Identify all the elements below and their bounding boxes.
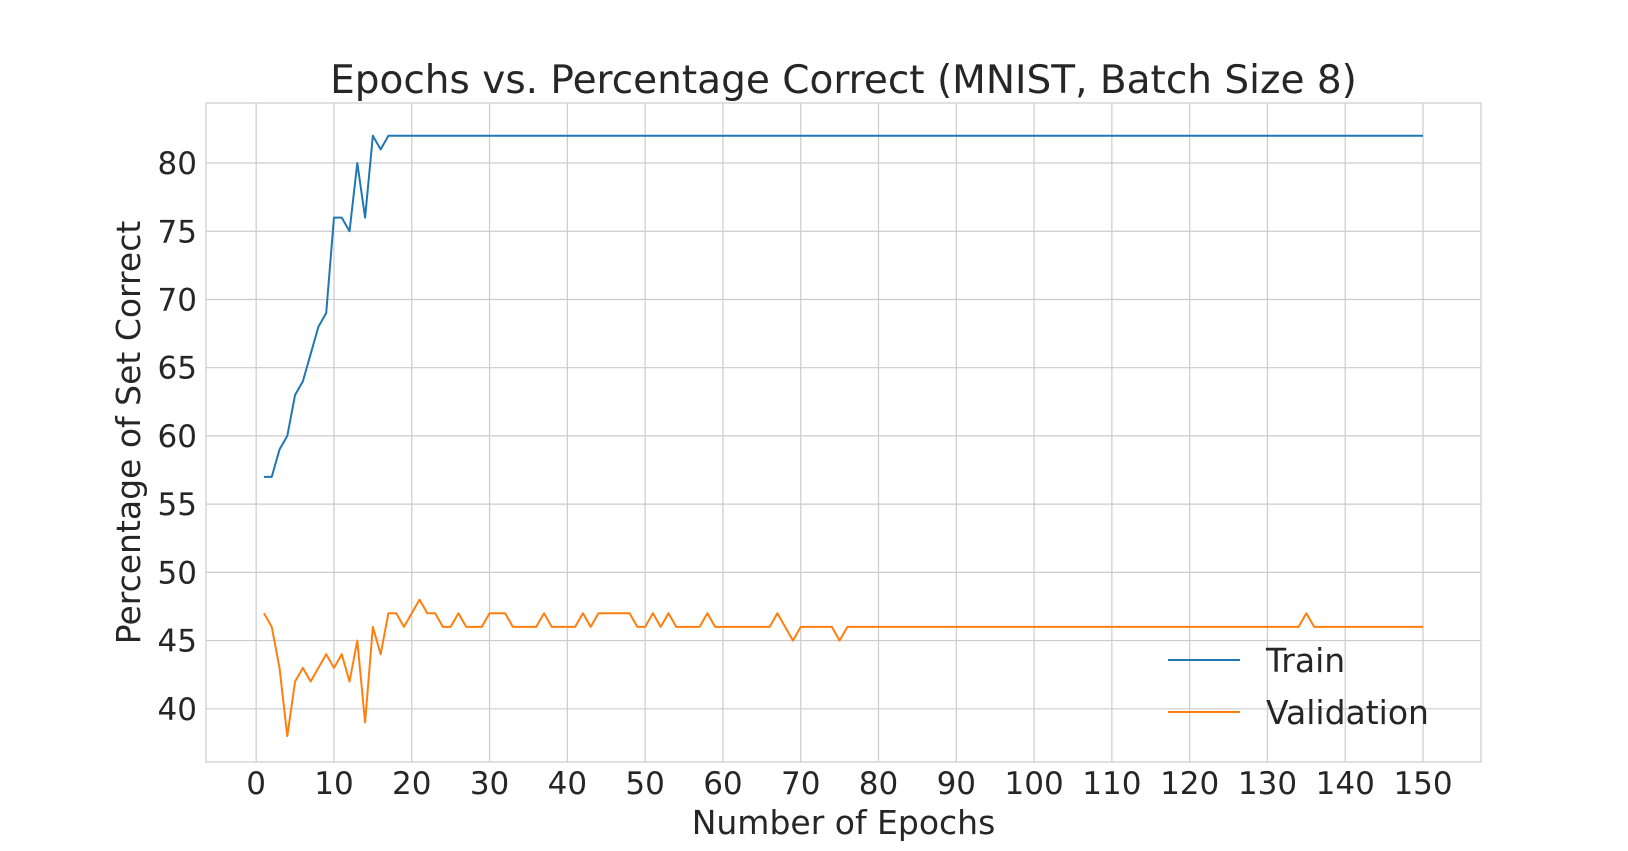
series-layer bbox=[263, 134, 1424, 738]
x-tick-label: 100 bbox=[1005, 766, 1064, 802]
chart-title: Epochs vs. Percentage Correct (MNIST, Ba… bbox=[330, 58, 1357, 103]
x-tick-label: 30 bbox=[470, 766, 509, 802]
x-tick-label: 90 bbox=[937, 766, 976, 802]
x-tick-labels: 0 10 20 30 40 50 60 70 80 90 100 110 120 130 140 150 bbox=[246, 766, 1452, 802]
x-tick-label: 80 bbox=[859, 766, 898, 802]
y-grid-lines bbox=[206, 162, 1481, 710]
x-tick-label: 140 bbox=[1316, 766, 1375, 802]
x-axis-label: Number of Epochs bbox=[692, 803, 996, 842]
x-tick-label: 40 bbox=[548, 766, 587, 802]
y-tick-label: 45 bbox=[158, 624, 197, 660]
legend: Train Validation bbox=[1168, 641, 1429, 732]
x-grid-lines bbox=[255, 103, 1424, 762]
x-tick-label: 70 bbox=[781, 766, 820, 802]
legend-label: Train bbox=[1265, 641, 1345, 680]
x-tick-label: 50 bbox=[625, 766, 664, 802]
plot-frame bbox=[205, 102, 1482, 763]
y-tick-label: 80 bbox=[158, 146, 197, 182]
x-tick-label: 10 bbox=[314, 766, 353, 802]
y-tick-label: 60 bbox=[158, 419, 197, 455]
y-tick-labels: 40 45 50 55 60 65 70 75 80 bbox=[158, 146, 197, 728]
y-tick-label: 65 bbox=[158, 351, 197, 387]
legend-item-validation: Validation bbox=[1168, 693, 1429, 732]
x-tick-label: 20 bbox=[392, 766, 431, 802]
series-line-validation bbox=[263, 598, 1424, 738]
y-tick-label: 55 bbox=[158, 487, 197, 523]
y-axis-label: Percentage of Set Correct bbox=[109, 221, 148, 645]
series-line-train bbox=[263, 134, 1424, 478]
legend-label: Validation bbox=[1266, 693, 1429, 732]
x-tick-label: 60 bbox=[703, 766, 742, 802]
y-tick-label: 70 bbox=[158, 282, 197, 318]
x-tick-label: 130 bbox=[1238, 766, 1297, 802]
legend-item-train: Train bbox=[1168, 641, 1345, 680]
x-tick-label: 120 bbox=[1160, 766, 1219, 802]
y-tick-label: 75 bbox=[158, 214, 197, 250]
y-tick-label: 40 bbox=[158, 692, 197, 728]
y-tick-label: 50 bbox=[158, 555, 197, 591]
x-tick-label: 0 bbox=[246, 766, 266, 802]
x-tick-label: 150 bbox=[1393, 766, 1452, 802]
x-tick-label: 110 bbox=[1082, 766, 1141, 802]
